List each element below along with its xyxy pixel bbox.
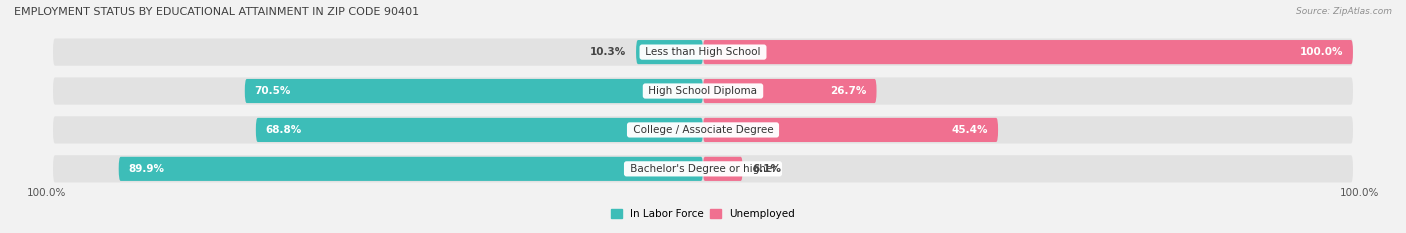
Text: Less than High School: Less than High School (643, 47, 763, 57)
Text: 6.1%: 6.1% (752, 164, 782, 174)
FancyBboxPatch shape (245, 79, 703, 103)
Text: 70.5%: 70.5% (254, 86, 291, 96)
FancyBboxPatch shape (53, 38, 1353, 66)
Legend: In Labor Force, Unemployed: In Labor Force, Unemployed (607, 205, 799, 223)
Text: 89.9%: 89.9% (128, 164, 165, 174)
FancyBboxPatch shape (703, 79, 876, 103)
FancyBboxPatch shape (53, 77, 1353, 105)
Text: 45.4%: 45.4% (952, 125, 988, 135)
FancyBboxPatch shape (53, 155, 1353, 182)
FancyBboxPatch shape (703, 40, 1353, 64)
Text: 26.7%: 26.7% (831, 86, 866, 96)
Text: 100.0%: 100.0% (1340, 188, 1379, 198)
Text: Bachelor's Degree or higher: Bachelor's Degree or higher (627, 164, 779, 174)
FancyBboxPatch shape (53, 116, 1353, 144)
FancyBboxPatch shape (703, 157, 742, 181)
FancyBboxPatch shape (636, 40, 703, 64)
Text: 10.3%: 10.3% (591, 47, 626, 57)
Text: EMPLOYMENT STATUS BY EDUCATIONAL ATTAINMENT IN ZIP CODE 90401: EMPLOYMENT STATUS BY EDUCATIONAL ATTAINM… (14, 7, 419, 17)
FancyBboxPatch shape (118, 157, 703, 181)
Text: 68.8%: 68.8% (266, 125, 302, 135)
Text: Source: ZipAtlas.com: Source: ZipAtlas.com (1296, 7, 1392, 16)
Text: 100.0%: 100.0% (27, 188, 66, 198)
Text: High School Diploma: High School Diploma (645, 86, 761, 96)
Text: 100.0%: 100.0% (1299, 47, 1343, 57)
FancyBboxPatch shape (256, 118, 703, 142)
FancyBboxPatch shape (703, 118, 998, 142)
Text: College / Associate Degree: College / Associate Degree (630, 125, 776, 135)
